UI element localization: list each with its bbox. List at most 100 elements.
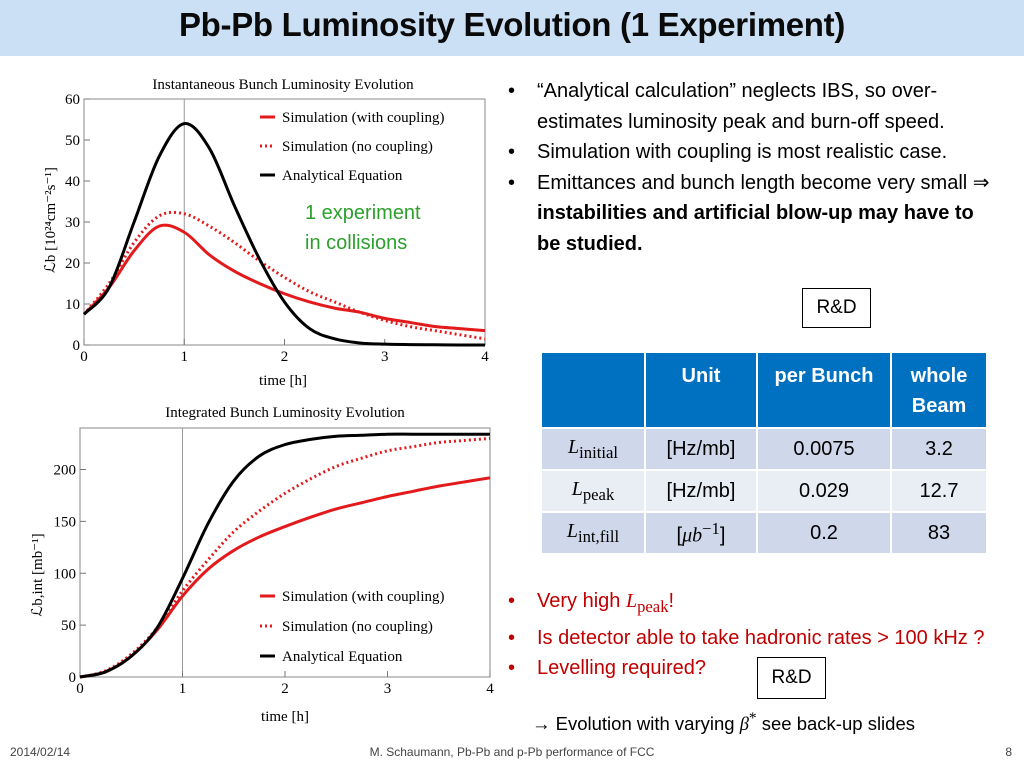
note-text: Evolution with varying [550, 713, 740, 735]
right-arrow-icon: → [532, 713, 551, 735]
x-tick-label: 2 [281, 349, 289, 365]
symbol: L [566, 519, 578, 542]
y-tick-label: 100 [54, 566, 77, 582]
bullet-text: Simulation with coupling is most realist… [537, 141, 948, 163]
integrated-luminosity-chart: Integrated Bunch Luminosity Evolution 0 1… [30, 405, 494, 725]
legend-label-with-coupling: Simulation (with coupling) [282, 110, 445, 126]
unit-bracket: ] [719, 524, 726, 547]
x-tick-label: 1 [179, 681, 187, 697]
x-tick-label: 3 [381, 349, 389, 365]
bullet-dot-icon: • [508, 590, 516, 612]
symbol: β [739, 715, 749, 736]
table-cell-quantity: Lpeak [540, 469, 646, 513]
table-cell-whole-beam: 83 [890, 511, 988, 555]
x-axis-label: time [h] [261, 709, 309, 725]
chart-legend: Simulation (with coupling) Simulation (n… [253, 581, 475, 671]
legend-label-no-coupling: Simulation (no coupling) [282, 619, 433, 635]
table-header-row: Unit per Bunch whole Beam [540, 351, 988, 429]
table-cell-per-bunch: 0.2 [756, 511, 892, 555]
bullet-list-top: • “Analytical calculation” neglects IBS, … [502, 76, 992, 259]
instantaneous-luminosity-chart: Instantaneous Bunch Luminosity Evolution… [43, 77, 489, 389]
chart-title: Integrated Bunch Luminosity Evolution [165, 405, 405, 421]
legend-box [252, 102, 466, 190]
unit-bracket: [ [676, 524, 683, 547]
bullet-item: • Emittances and bunch length become very… [502, 168, 992, 260]
bullet-text: Is detector able to take hadronic rates … [537, 626, 985, 649]
bullet-text: “Analytical calculation” neglects IBS, s… [537, 80, 945, 133]
series-line-2 [82, 122, 486, 347]
symbol: L [568, 435, 580, 458]
table-header-cell: per Bunch [756, 351, 892, 429]
y-tick-label: 0 [73, 338, 81, 354]
footer-date: 2014/02/14 [10, 745, 71, 759]
footer-center: M. Schaumann, Pb-Pb and p-Pb performance… [369, 745, 655, 759]
table-cell-unit: [Hz/mb] [644, 427, 758, 471]
y-tick-label: 10 [65, 297, 80, 313]
slide-title: Pb-Pb Luminosity Evolution (1 Experiment… [178, 6, 846, 43]
rd-box: R&D [757, 657, 826, 699]
y-tick-label: 50 [65, 133, 80, 149]
bullet-list-red: • Very high Lpeak! • Is detector able to t… [502, 586, 992, 684]
x-tick-label: 3 [384, 681, 392, 697]
y-tick-label: 40 [65, 174, 80, 190]
bullet-item: • “Analytical calculation” neglects IBS, … [502, 76, 992, 137]
note-text: see back-up slides [756, 713, 915, 735]
symbol: L [571, 477, 583, 500]
bullet-item: • Is detector able to take hadronic rates… [502, 623, 992, 654]
unit-symbol: μb [682, 524, 703, 547]
legend-box [253, 581, 475, 671]
symbol-subscript: peak [637, 597, 669, 616]
arrow-note: → Evolution with varying β* see back-up … [532, 710, 915, 736]
bullet-text: Levelling required? [537, 657, 707, 679]
table-cell-unit: [Hz/mb] [644, 469, 758, 513]
annotation-line: 1 experiment [305, 202, 421, 224]
bullet-dot-icon: • [508, 141, 516, 163]
y-tick-label: 150 [54, 514, 77, 530]
y-tick-label: 20 [65, 256, 80, 272]
chart-marks: 0 1 2 3 4 0 50 100 150 200 [54, 427, 494, 697]
annotation-line: in collisions [305, 232, 408, 254]
bullet-dot-icon: • [508, 657, 516, 679]
table-header-cell: Unit [644, 351, 758, 429]
legend-label-analytical: Analytical Equation [282, 649, 403, 665]
series-line-1 [79, 436, 491, 679]
table-row: Linitial [Hz/mb] 0.0075 3.2 [540, 427, 988, 471]
x-tick-label: 1 [181, 349, 189, 365]
legend-label-no-coupling: Simulation (no coupling) [282, 139, 433, 155]
bullet-dot-icon: • [508, 626, 516, 649]
annotation-1-experiment: 1 experiment in collisions [305, 198, 421, 258]
table-cell-whole-beam: 3.2 [890, 427, 988, 471]
bullet-item: • Very high Lpeak! [502, 586, 992, 623]
bullet-dot-icon: • [508, 80, 516, 102]
legend-label-analytical: Analytical Equation [282, 168, 403, 184]
bullet-bold-text: instabilities and artificial blow-up may… [537, 202, 974, 255]
table-cell-unit: [μb−1] [644, 511, 758, 555]
luminosity-table: Unit per Bunch whole Beam Linitial [Hz/m… [540, 351, 988, 555]
x-tick-label: 4 [481, 349, 489, 365]
symbol: L [625, 590, 638, 612]
y-tick-label: 200 [54, 463, 77, 479]
table-header-cell: whole Beam [890, 351, 988, 429]
bullet-text: ! [668, 590, 675, 612]
unit-superscript: −1 [702, 518, 720, 538]
legend-label-with-coupling: Simulation (with coupling) [282, 589, 445, 605]
x-axis-label: time [h] [259, 373, 307, 389]
table-row: Lpeak [Hz/mb] 0.029 12.7 [540, 469, 988, 513]
y-axis-label: ℒb,int [mb⁻¹] [30, 533, 46, 616]
symbol-superscript: * [748, 710, 757, 727]
table-cell-per-bunch: 0.029 [756, 469, 892, 513]
series-line-2 [79, 432, 490, 679]
bullet-item: • Levelling required? [502, 653, 992, 684]
x-tick-label: 2 [281, 681, 289, 697]
series-line-0 [82, 223, 486, 333]
symbol-subscript: int,fill [577, 526, 620, 546]
bullet-dot-icon: • [508, 171, 516, 194]
rd-box: R&D [802, 288, 871, 328]
table-header-cell [540, 351, 646, 429]
x-tick-label: 0 [76, 681, 84, 697]
y-tick-label: 30 [65, 215, 80, 231]
implies-arrow-icon: ⇒ [972, 171, 990, 194]
table-cell-quantity: Linitial [540, 427, 646, 471]
chart-legend: Simulation (with coupling) Simulation (n… [252, 102, 466, 190]
